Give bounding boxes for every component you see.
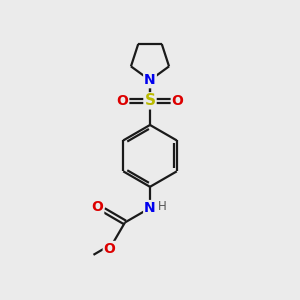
Text: O: O (172, 94, 184, 108)
Text: O: O (116, 94, 128, 108)
Text: O: O (104, 242, 116, 256)
Text: N: N (144, 73, 156, 87)
Text: H: H (158, 200, 167, 213)
Text: N: N (144, 201, 156, 215)
Text: O: O (92, 200, 103, 214)
Text: S: S (145, 93, 155, 108)
